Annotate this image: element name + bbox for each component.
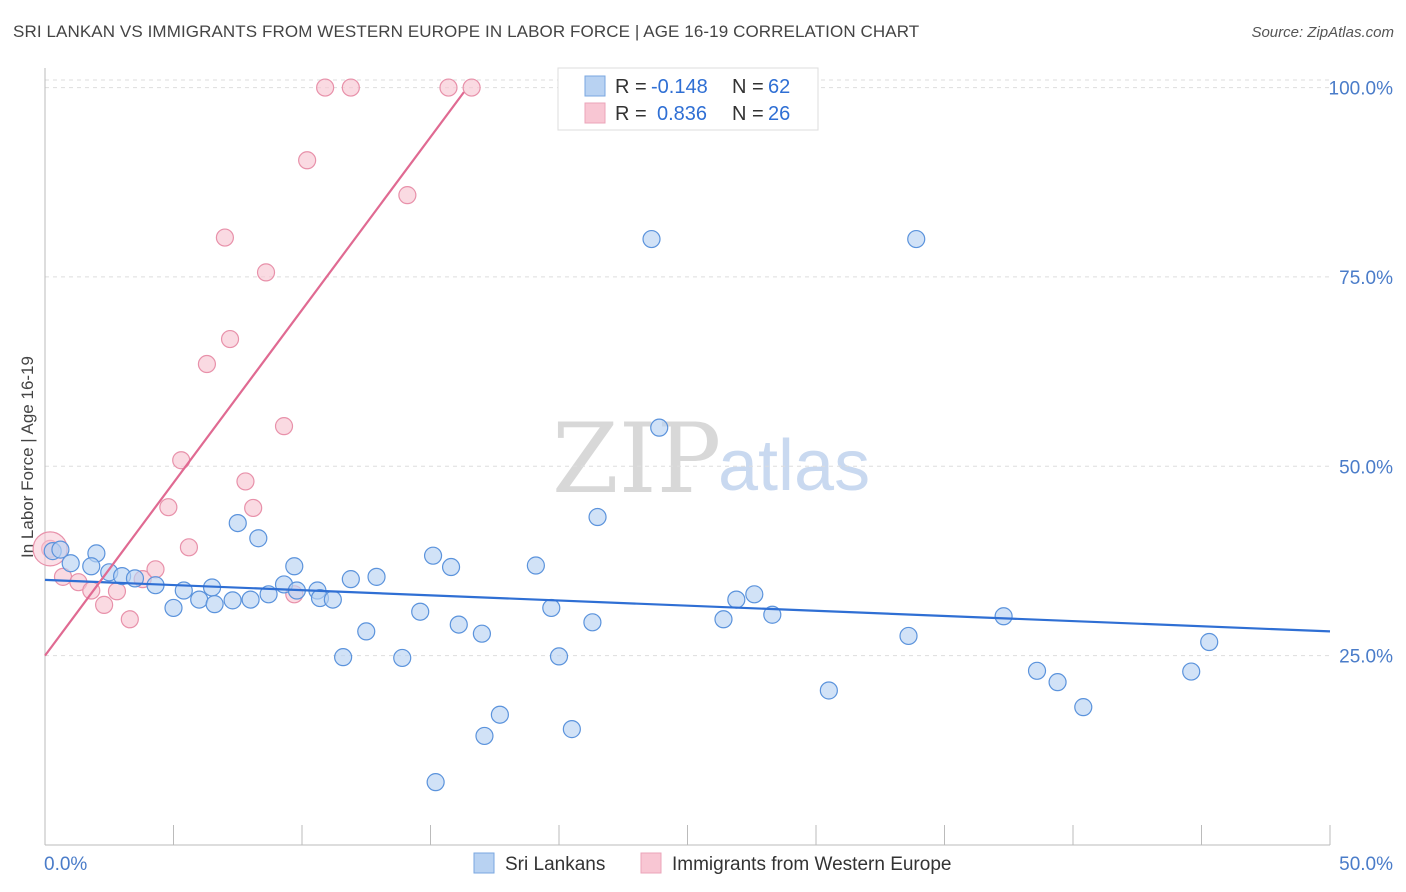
sri-lankans-point [393,648,412,668]
sri-lankans-point [475,726,494,746]
sri-lankans-point [562,720,581,739]
gridlines [45,79,1330,657]
sri-lankans-point [583,613,602,632]
sri-lankans-point [334,648,353,667]
immigrants-point [146,560,165,579]
sri-lankans-point [899,626,918,646]
sri-lankans-point [423,546,443,565]
legend-r-value-2: 0.836 [657,103,707,125]
sri-lankans-point [542,598,561,618]
bottom-legend-label-sri-lankans: Sri Lankans [505,854,605,875]
sri-lankans-point [357,622,376,641]
immigrants-point [159,498,178,517]
y-tick-label: 75.0% [1339,268,1393,289]
y-tick-labels: 25.0% 50.0% 75.0% 100.0% [1329,79,1394,668]
immigrants-point [244,498,263,518]
correlation-legend: R = -0.148 N = 62 R = 0.836 N = 26 [557,67,819,131]
sri-lankans-point [994,607,1013,626]
sri-lankans-point [285,557,304,576]
immigrants-point [236,472,255,491]
sri-lankans-point [819,681,838,700]
sri-lankans-point [588,507,607,527]
sri-lankans-trend-line [44,578,1331,633]
immigrants-point [274,417,294,436]
legend-n-label-1: N = [732,76,764,98]
sri-lankans-point [472,624,491,643]
immigrants-point [95,595,114,614]
series-sri-lankans-points [43,229,1219,792]
sri-lankans-point [549,647,569,666]
watermark-zip: ZIP [552,403,721,515]
sri-lankans-point [490,705,509,724]
bottom-legend-swatch-sri-lankans [473,852,495,874]
sri-lankans-point [367,567,386,586]
sri-lankans-point [241,590,260,609]
sri-lankans-point [745,585,764,604]
sri-lankans-point [1027,661,1047,680]
legend-n-value-2: 26 [768,103,790,125]
x-tick-label-min: 0.0% [44,854,87,875]
sri-lankans-point [223,591,242,610]
sri-lankans-point [51,540,70,559]
bottom-legend-swatch-immigrants [640,852,662,874]
immigrants-point [462,78,481,97]
immigrants-point [298,151,317,170]
sri-lankans-point [1048,673,1067,692]
sri-lankans-point [449,615,468,634]
sri-lankans-point [341,570,360,589]
sri-lankans-point [323,590,342,609]
immigrants-point [256,263,276,282]
sri-lankans-point [228,513,247,533]
sri-lankans-point [411,602,430,621]
sri-lankans-point [714,610,733,629]
legend-r-value-1: -0.148 [651,76,708,98]
immigrants-point [398,186,417,205]
trend-lines [44,91,1331,657]
legend-n-value-1: 62 [768,76,790,98]
sri-lankans-point [441,557,461,577]
immigrants-point [341,78,360,97]
legend-swatch-immigrants [584,102,606,124]
sri-lankans-point [1200,632,1219,652]
immigrants-point [179,538,199,557]
y-tick-label: 50.0% [1339,457,1393,478]
sri-lankans-point [426,773,445,792]
legend-swatch-sri-lankans [584,75,606,97]
sri-lankans-point [249,529,268,548]
sri-lankans-point [1074,698,1093,717]
chart-title: SRI LANKAN VS IMMIGRANTS FROM WESTERN EU… [13,22,920,41]
sri-lankans-point [650,418,669,437]
sri-lankans-point [205,595,224,614]
immigrants-point [316,78,335,97]
sri-lankans-point [727,590,746,609]
immigrants-point [215,228,234,247]
sri-lankans-point [82,557,101,576]
sri-lankans-point [164,598,183,618]
x-axis-ticks [44,825,1331,845]
y-tick-label: 25.0% [1339,647,1393,668]
sri-lankans-point [907,229,926,249]
immigrants-trend-line [44,91,465,657]
y-axis-title: In Labor Force | Age 16-19 [18,356,37,558]
source-label: Source: ZipAtlas.com [1251,24,1394,41]
immigrants-point [220,329,240,349]
bottom-legend-label-immigrants: Immigrants from Western Europe [672,854,951,875]
x-tick-label-max: 50.0% [1339,854,1393,875]
immigrants-point [107,582,127,601]
legend-r-label-2: R = [615,103,647,125]
series-legend: Sri Lankans Immigrants from Western Euro… [473,852,951,875]
sri-lankans-point [190,590,209,609]
legend-n-label-2: N = [732,103,764,125]
immigrants-point [197,354,217,374]
sri-lankans-point [526,556,545,575]
immigrants-point [439,78,458,97]
immigrants-point [120,610,139,629]
sri-lankans-point [763,605,782,624]
sri-lankans-point [61,554,80,573]
sri-lankans-point [1182,662,1201,681]
sri-lankans-point [642,229,661,249]
legend-r-label-1: R = [615,76,647,98]
y-tick-label: 100.0% [1329,79,1394,100]
